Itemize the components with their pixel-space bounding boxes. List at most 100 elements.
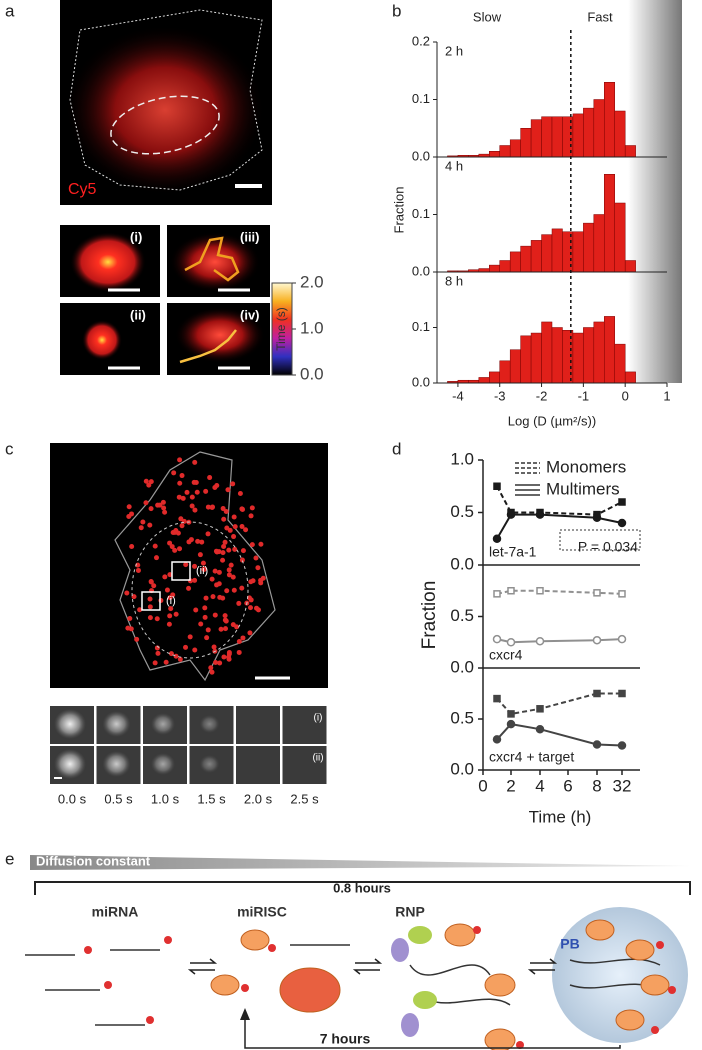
panel-name: let-7a-1 bbox=[489, 544, 537, 560]
spot bbox=[217, 660, 223, 666]
spot bbox=[222, 626, 228, 632]
histogram-bar bbox=[489, 371, 500, 384]
spot bbox=[260, 575, 266, 581]
y-tick-label: 0.2 bbox=[412, 33, 430, 48]
spot bbox=[161, 505, 167, 511]
colorbar-tick-label: 2.0 bbox=[300, 272, 324, 291]
panel-label: d bbox=[392, 439, 401, 458]
spot bbox=[128, 626, 134, 632]
spot bbox=[173, 611, 179, 617]
marker bbox=[493, 694, 501, 703]
histogram-bar bbox=[572, 113, 584, 158]
spot bbox=[228, 562, 234, 568]
histogram-bar bbox=[509, 349, 521, 384]
marker bbox=[593, 689, 601, 698]
histogram-bar bbox=[541, 321, 553, 384]
x-tick-label: 1 bbox=[663, 388, 670, 403]
multimers-line bbox=[496, 723, 623, 747]
marker bbox=[492, 534, 502, 543]
stage-label: RNP bbox=[395, 904, 425, 920]
marker bbox=[535, 636, 545, 646]
spot bbox=[180, 495, 186, 501]
spot bbox=[198, 621, 204, 627]
spot bbox=[134, 636, 140, 642]
spot bbox=[201, 566, 207, 572]
histogram-bar bbox=[583, 222, 595, 273]
annotation-box bbox=[559, 529, 641, 551]
spot bbox=[247, 630, 253, 636]
insets bbox=[60, 225, 270, 375]
row-label: (i) bbox=[314, 713, 323, 724]
spot bbox=[231, 587, 237, 593]
spot bbox=[226, 656, 232, 662]
frame-time: 1.0 s bbox=[151, 791, 180, 806]
spot bbox=[187, 634, 193, 640]
y-tick-label: 0.0 bbox=[450, 554, 474, 573]
region-label: (ii) bbox=[196, 565, 208, 577]
marker bbox=[506, 638, 516, 647]
histogram-bar bbox=[509, 251, 521, 273]
histogram-bar bbox=[541, 116, 553, 158]
spot bbox=[226, 567, 232, 573]
spot bbox=[137, 607, 143, 613]
frame-time: 0.0 s bbox=[58, 791, 87, 806]
spot bbox=[179, 523, 185, 529]
y-tick-label: 0.5 bbox=[450, 708, 474, 727]
x-tick-label: -2 bbox=[536, 388, 548, 403]
x-tick-label: -4 bbox=[452, 388, 464, 403]
spot bbox=[204, 635, 210, 641]
monomers-line bbox=[496, 692, 622, 715]
spot bbox=[166, 621, 172, 627]
frame bbox=[236, 706, 280, 744]
frame-spot bbox=[151, 713, 175, 735]
histogram-bar bbox=[509, 139, 521, 158]
histogram-bar bbox=[624, 145, 636, 158]
spot bbox=[230, 574, 236, 580]
spot bbox=[248, 579, 254, 585]
histogram-bar bbox=[530, 240, 542, 273]
spot bbox=[127, 615, 133, 621]
spot bbox=[162, 574, 168, 580]
spot bbox=[192, 563, 198, 569]
histogram-bar bbox=[499, 360, 511, 384]
spot bbox=[163, 659, 169, 665]
marker bbox=[536, 587, 544, 595]
histogram-bar bbox=[614, 202, 626, 273]
spot bbox=[177, 480, 183, 486]
y-tick-label: 1.0 bbox=[450, 449, 474, 468]
marker bbox=[506, 719, 516, 729]
histogram-bar bbox=[541, 234, 553, 273]
spot bbox=[147, 596, 153, 602]
spot bbox=[131, 594, 137, 600]
inset-label: (ii) bbox=[130, 307, 146, 322]
panel-name: cxcr4 + target bbox=[489, 749, 574, 765]
histogram-bar bbox=[604, 82, 615, 158]
spot bbox=[152, 660, 158, 666]
region-label: Fast bbox=[587, 9, 613, 24]
spot bbox=[143, 478, 149, 484]
frame-spot bbox=[54, 749, 86, 779]
spot bbox=[192, 577, 198, 583]
spot bbox=[209, 669, 215, 675]
x-axis-label: Time (h) bbox=[529, 807, 592, 826]
histogram-bar bbox=[593, 214, 605, 273]
spot bbox=[177, 546, 183, 552]
multimers-line bbox=[496, 638, 623, 644]
marker bbox=[617, 741, 627, 750]
spot bbox=[189, 503, 195, 509]
y-tick-label: 0.0 bbox=[450, 759, 474, 778]
spot bbox=[129, 511, 135, 517]
spot bbox=[243, 527, 249, 533]
histogram-bar bbox=[604, 174, 615, 273]
histogram-bar bbox=[551, 116, 563, 158]
spot bbox=[224, 525, 230, 531]
histogram-bar bbox=[583, 107, 595, 158]
spot bbox=[129, 544, 135, 550]
colorbar-label: Time (s) bbox=[274, 307, 288, 351]
spot bbox=[160, 499, 166, 505]
spot bbox=[205, 627, 211, 633]
spot bbox=[239, 524, 245, 530]
frame bbox=[282, 706, 327, 744]
spot bbox=[189, 494, 195, 500]
spot bbox=[217, 594, 223, 600]
